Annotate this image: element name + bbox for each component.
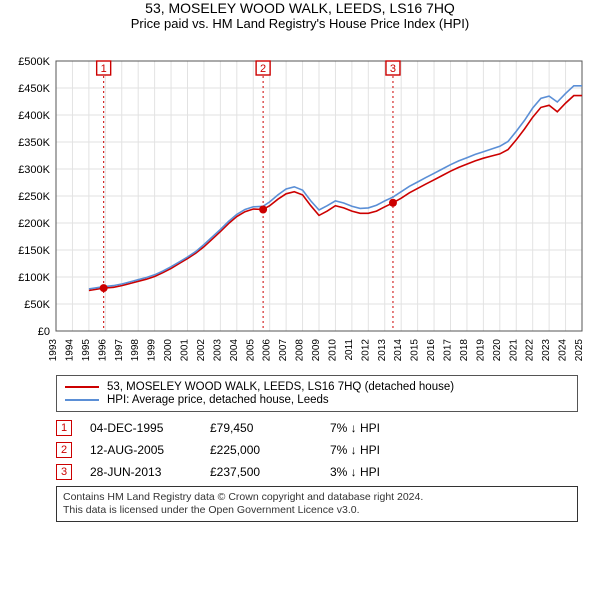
legend: 53, MOSELEY WOOD WALK, LEEDS, LS16 7HQ (… xyxy=(56,375,578,412)
x-tick-label: 2010 xyxy=(327,339,338,362)
sale-point xyxy=(100,284,108,292)
x-tick-label: 1999 xyxy=(147,339,158,362)
table-delta: 7% ↓ HPI xyxy=(330,443,450,457)
x-tick-label: 2001 xyxy=(180,339,191,362)
table-delta: 7% ↓ HPI xyxy=(330,421,450,435)
price-chart: £0 £50K £100K £150K £200K £250K £300K £350K £400… xyxy=(0,37,600,367)
x-tick-label: 2019 xyxy=(475,339,486,362)
chart-subtitle: Price paid vs. HM Land Registry's House … xyxy=(0,16,600,31)
x-tick-label: 1993 xyxy=(48,339,59,362)
x-tick-label: 2015 xyxy=(410,339,421,362)
x-tick-label: 1998 xyxy=(130,339,141,362)
table-marker-box: 2 xyxy=(56,442,72,458)
legend-label: 53, MOSELEY WOOD WALK, LEEDS, LS16 7HQ (… xyxy=(107,381,454,393)
x-tick-label: 2012 xyxy=(360,339,371,362)
table-delta: 3% ↓ HPI xyxy=(330,465,450,479)
y-tick-label: £400K xyxy=(18,110,50,122)
x-tick-label: 2021 xyxy=(508,339,519,362)
y-tick-label: £200K xyxy=(18,218,50,230)
x-tick-label: 2020 xyxy=(492,339,503,362)
sale-point xyxy=(389,199,397,207)
x-tick-label: 2008 xyxy=(295,339,306,362)
x-tick-label: 2025 xyxy=(574,339,585,362)
y-tick-label: £100K xyxy=(18,272,50,284)
legend-swatch xyxy=(65,386,99,388)
table-marker-box: 3 xyxy=(56,464,72,480)
callout-label: 1 xyxy=(101,63,107,75)
table-date: 12-AUG-2005 xyxy=(90,443,210,457)
x-tick-label: 2005 xyxy=(245,339,256,362)
table-date: 28-JUN-2013 xyxy=(90,465,210,479)
legend-label: HPI: Average price, detached house, Leed… xyxy=(107,394,329,406)
chart-title: 53, MOSELEY WOOD WALK, LEEDS, LS16 7HQ xyxy=(0,0,600,16)
y-tick-label: £150K xyxy=(18,245,50,257)
table-marker-box: 1 xyxy=(56,420,72,436)
x-tick-label: 1996 xyxy=(97,339,108,362)
x-tick-label: 2017 xyxy=(443,339,454,362)
legend-swatch xyxy=(65,399,99,401)
x-tick-label: 2002 xyxy=(196,339,207,362)
x-tick-label: 2003 xyxy=(212,339,223,362)
legend-row: HPI: Average price, detached house, Leed… xyxy=(65,394,569,406)
x-tick-label: 2016 xyxy=(426,339,437,362)
license-line-1: Contains HM Land Registry data © Crown c… xyxy=(63,491,571,504)
callout-label: 2 xyxy=(260,63,266,75)
y-tick-label: £250K xyxy=(18,191,50,203)
table-row: 1 04-DEC-1995£79,4507% ↓ HPI xyxy=(56,420,600,436)
x-tick-label: 2000 xyxy=(163,339,174,362)
x-tick-label: 2014 xyxy=(393,339,404,362)
x-tick-label: 2007 xyxy=(278,339,289,362)
x-tick-label: 2004 xyxy=(229,339,240,362)
x-tick-label: 1994 xyxy=(64,339,75,362)
sales-table: 1 04-DEC-1995£79,4507% ↓ HPI 2 12-AUG-2005£… xyxy=(56,420,600,480)
x-tick-label: 2024 xyxy=(558,339,569,362)
table-price: £79,450 xyxy=(210,421,330,435)
y-tick-label: £50K xyxy=(24,299,50,311)
sale-point xyxy=(259,206,267,214)
x-tick-label: 2006 xyxy=(262,339,273,362)
callout-label: 3 xyxy=(390,63,396,75)
license-notice: Contains HM Land Registry data © Crown c… xyxy=(56,486,578,522)
x-tick-label: 2022 xyxy=(525,339,536,362)
table-row: 3 28-JUN-2013£237,5003% ↓ HPI xyxy=(56,464,600,480)
y-tick-label: £350K xyxy=(18,137,50,149)
x-tick-label: 1997 xyxy=(114,339,125,362)
table-date: 04-DEC-1995 xyxy=(90,421,210,435)
table-price: £225,000 xyxy=(210,443,330,457)
y-tick-label: £450K xyxy=(18,83,50,95)
x-tick-label: 2018 xyxy=(459,339,470,362)
license-line-2: This data is licensed under the Open Gov… xyxy=(63,504,571,517)
x-tick-label: 1995 xyxy=(81,339,92,362)
x-tick-label: 2013 xyxy=(377,339,388,362)
x-tick-label: 2023 xyxy=(541,339,552,362)
legend-row: 53, MOSELEY WOOD WALK, LEEDS, LS16 7HQ (… xyxy=(65,381,569,393)
y-tick-label: £500K xyxy=(18,56,50,68)
y-tick-label: £0 xyxy=(38,326,50,338)
y-tick-label: £300K xyxy=(18,164,50,176)
table-row: 2 12-AUG-2005£225,0007% ↓ HPI xyxy=(56,442,600,458)
x-tick-label: 2009 xyxy=(311,339,322,362)
table-price: £237,500 xyxy=(210,465,330,479)
x-tick-label: 2011 xyxy=(344,339,355,361)
